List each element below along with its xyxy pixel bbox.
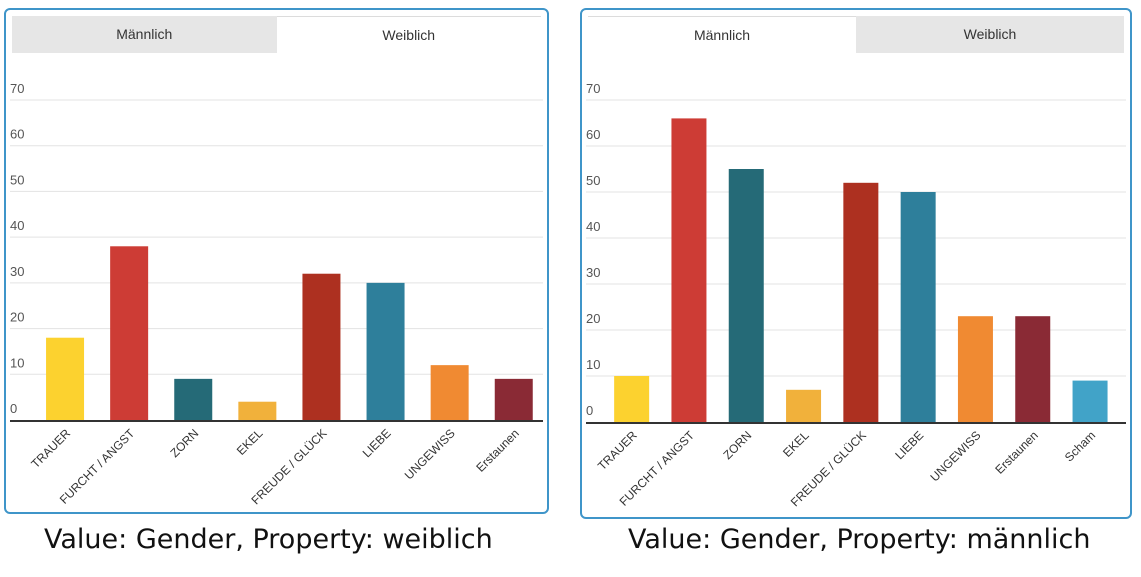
y-tick-label: 60	[586, 127, 600, 142]
bar-furcht-angst	[671, 118, 707, 423]
y-tick-label: 10	[586, 357, 600, 372]
bar-trauer	[614, 376, 650, 422]
bar-erstaunen	[494, 378, 533, 420]
x-tick-label: Erstaunen	[473, 426, 522, 475]
bar-freude-gl-ck	[302, 273, 341, 420]
bar-zorn	[174, 378, 213, 420]
y-tick-label: 10	[10, 355, 24, 370]
bar-furcht-angst	[110, 246, 149, 420]
bar-erstaunen	[1015, 316, 1051, 422]
bar-trauer	[46, 337, 85, 420]
x-tick-label: ZORN	[720, 428, 754, 462]
y-tick-label: 50	[586, 173, 600, 188]
y-tick-label: 70	[586, 81, 600, 96]
y-tick-label: 50	[10, 172, 24, 187]
bar-ungewiss	[957, 316, 993, 422]
x-tick-label: LIEBE	[360, 426, 394, 460]
y-tick-label: 70	[10, 81, 24, 96]
y-tick-label: 60	[10, 127, 24, 142]
bar-scham	[1072, 380, 1108, 422]
bar-ungewiss	[430, 365, 469, 420]
caption-maennlich: Value: Gender, Property: männlich	[628, 524, 1091, 555]
tab-weiblich[interactable]: Weiblich	[963, 26, 1017, 42]
tab-weiblich[interactable]: Weiblich	[276, 16, 541, 53]
y-tick-label: 0	[586, 403, 593, 418]
y-tick-label: 40	[10, 218, 24, 233]
y-tick-label: 30	[10, 264, 24, 279]
y-tick-label: 20	[10, 310, 24, 325]
gender-tabs: Männlich Weiblich	[12, 16, 541, 53]
bar-zorn	[728, 169, 764, 422]
x-tick-label: TRAUER	[595, 428, 640, 473]
bar-liebe	[366, 282, 405, 420]
x-tick-label: EKEL	[234, 426, 266, 458]
x-tick-label: TRAUER	[28, 426, 73, 471]
y-tick-label: 20	[586, 311, 600, 326]
chart-panel-female: Männlich Weiblich 0 10 20 30 40 50 60 70 TRAUER F…	[4, 8, 549, 514]
x-tick-label: ZORN	[167, 426, 201, 460]
x-tick-label: UNGEWISS	[402, 426, 458, 482]
bar-liebe	[900, 192, 936, 422]
y-tick-label: 0	[10, 401, 17, 416]
x-tick-label: Scham	[1062, 428, 1098, 464]
x-tick-label: Erstaunen	[992, 428, 1041, 477]
y-tick-label: 30	[586, 265, 600, 280]
caption-weiblich: Value: Gender, Property: weiblich	[44, 524, 493, 555]
tab-maennlich[interactable]: Männlich	[588, 16, 856, 53]
x-tick-label: UNGEWISS	[927, 428, 983, 484]
bar-ekel	[238, 401, 277, 420]
bar-freude-gl-ck	[843, 182, 879, 422]
gender-tabs: Männlich Weiblich	[588, 16, 1124, 53]
chart-panel-male: Männlich Weiblich 0 10 20 30 40 50 60 70 TRAUER F…	[580, 8, 1132, 519]
x-tick-label: LIEBE	[892, 428, 926, 462]
tab-maennlich[interactable]: Männlich	[116, 26, 173, 42]
y-tick-label: 40	[586, 219, 600, 234]
bar-ekel	[786, 389, 822, 422]
x-tick-label: EKEL	[780, 428, 812, 460]
